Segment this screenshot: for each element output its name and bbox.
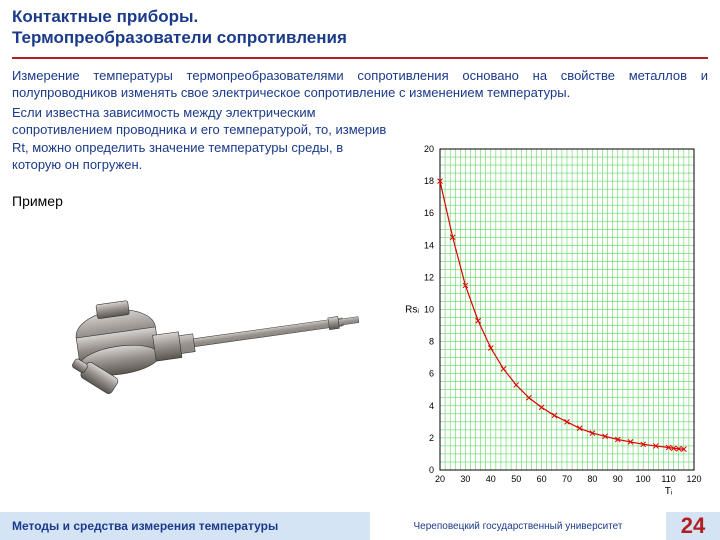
svg-text:80: 80 <box>587 474 597 484</box>
svg-text:6: 6 <box>429 369 434 379</box>
title-line-1: Контактные приборы. <box>12 6 708 27</box>
svg-text:Tᵢ: Tᵢ <box>665 486 673 497</box>
svg-text:20: 20 <box>424 144 434 154</box>
svg-text:4: 4 <box>429 401 434 411</box>
title-line-2: Термопреобразователи сопротивления <box>12 27 708 48</box>
svg-text:100: 100 <box>636 474 651 484</box>
svg-text:70: 70 <box>562 474 572 484</box>
svg-text:2: 2 <box>429 433 434 443</box>
svg-text:16: 16 <box>424 208 434 218</box>
svg-text:50: 50 <box>511 474 521 484</box>
paragraph-2: Если известна зависимость между электрич… <box>12 104 392 174</box>
svg-text:110: 110 <box>661 474 675 484</box>
svg-text:30: 30 <box>460 474 470 484</box>
svg-text:90: 90 <box>613 474 623 484</box>
svg-text:10: 10 <box>424 305 434 315</box>
svg-text:18: 18 <box>424 176 434 186</box>
title-underline <box>12 57 708 59</box>
svg-text:120: 120 <box>686 474 701 484</box>
svg-text:Rsᵢ: Rsᵢ <box>405 305 419 316</box>
svg-text:40: 40 <box>486 474 496 484</box>
footer: Методы и средства измерения температуры … <box>0 512 720 540</box>
device-illustration <box>60 280 380 440</box>
footer-mid: Череповецкий государственный университет <box>370 512 666 540</box>
svg-text:20: 20 <box>435 474 445 484</box>
svg-text:8: 8 <box>429 337 434 347</box>
resistance-temperature-chart: 0 2 4 6 8 10 12 14 16 18 20 20 30 40 50 60 70 80 90 100 110 1… <box>402 143 702 498</box>
example-label: Пример <box>12 192 392 211</box>
svg-text:14: 14 <box>424 240 434 250</box>
svg-text:12: 12 <box>424 272 434 282</box>
paragraph-1: Измерение температуры термопреобразовате… <box>12 67 708 102</box>
footer-left: Методы и средства измерения температуры <box>0 512 370 540</box>
footer-page-number: 24 <box>666 512 720 540</box>
svg-text:0: 0 <box>429 465 434 475</box>
svg-text:60: 60 <box>537 474 547 484</box>
